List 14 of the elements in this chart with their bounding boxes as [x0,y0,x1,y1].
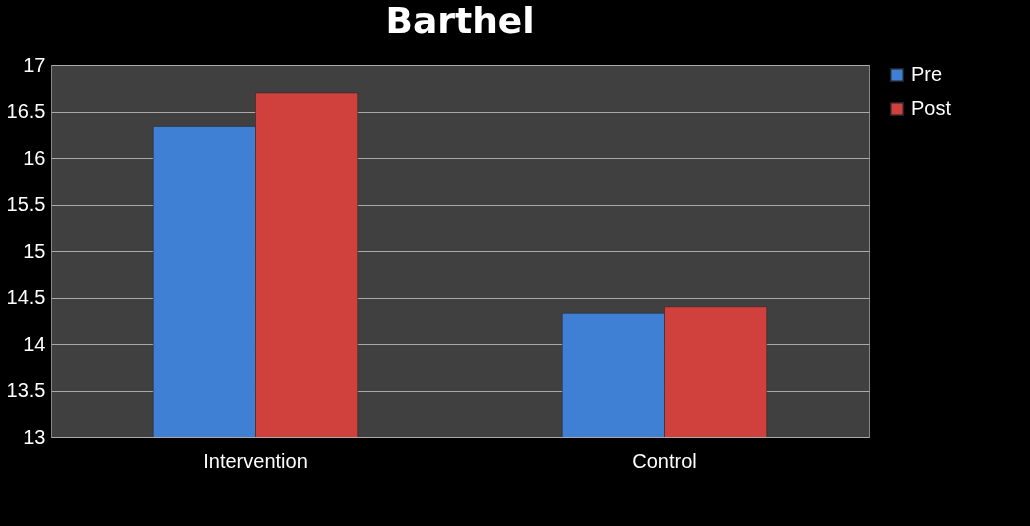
y-tick-label: 17 [23,53,46,76]
legend-label: Pre [911,63,943,85]
y-tick-label: 15 [23,239,46,262]
y-tick-label: 13.5 [6,379,46,401]
legend-label: Post [911,97,952,119]
chart-title: Barthel [385,0,535,41]
y-tick-label: 16 [23,146,46,169]
y-tick-label: 15.5 [6,193,46,215]
y-tick-label: 14.5 [6,286,46,308]
y-tick-label: 14 [23,332,46,355]
x-tick-label: Control [632,449,697,472]
x-tick-label: Intervention [203,449,308,472]
y-tick-label: 16.5 [6,100,46,122]
y-tick-label: 13 [23,425,46,448]
